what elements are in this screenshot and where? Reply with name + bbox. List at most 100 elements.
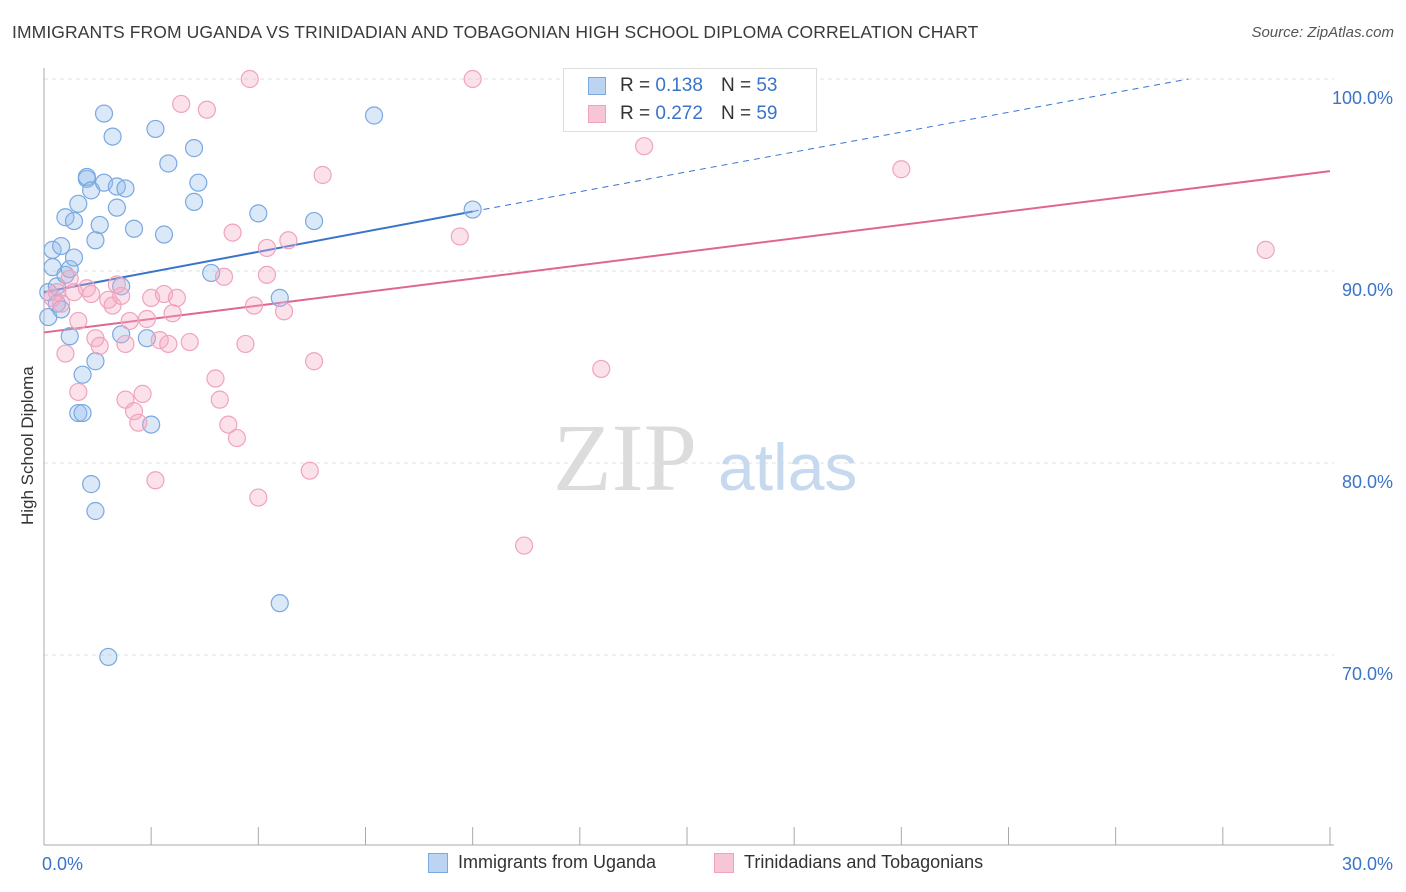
data-point-trinidad	[69, 382, 88, 402]
y-tick-label: 90.0%	[1342, 280, 1393, 300]
data-point-uganda	[463, 200, 482, 219]
swatch-uganda	[588, 77, 606, 95]
axes	[43, 68, 1334, 846]
data-point-uganda	[86, 352, 105, 371]
data-point-uganda	[60, 259, 79, 279]
data-point-trinidad	[69, 311, 88, 331]
data-point-uganda	[64, 211, 84, 231]
n-value: 53	[756, 75, 778, 96]
data-point-trinidad	[223, 223, 242, 242]
data-point-trinidad	[450, 227, 469, 246]
data-point-trinidad	[274, 302, 294, 321]
data-point-uganda	[189, 173, 208, 192]
r-label: R =	[620, 75, 651, 96]
y-tick-label: 80.0%	[1342, 472, 1393, 492]
data-point-trinidad	[124, 402, 144, 421]
data-point-trinidad	[1256, 240, 1275, 259]
trend-lines	[43, 78, 1331, 334]
data-point-uganda	[116, 179, 135, 198]
legend-label-uganda: Immigrants from Uganda	[458, 852, 657, 872]
data-point-uganda	[60, 327, 79, 346]
data-point-trinidad	[133, 384, 152, 403]
data-point-trinidad	[137, 309, 156, 329]
data-point-uganda	[82, 475, 101, 494]
x-tick-label: 30.0%	[1342, 854, 1393, 874]
data-point-uganda	[73, 403, 92, 423]
data-point-uganda	[184, 139, 204, 158]
data-point-trinidad	[172, 94, 191, 114]
r-value: 0.272	[655, 103, 703, 124]
x-tick-label: 0.0%	[42, 854, 83, 874]
data-point-trinidad	[304, 352, 324, 371]
trend-line-uganda	[43, 210, 473, 294]
source-label: Source: ZipAtlas.com	[1251, 24, 1394, 41]
data-point-uganda	[146, 119, 165, 139]
data-point-trinidad	[180, 332, 199, 352]
data-point-uganda	[86, 501, 105, 521]
data-point-uganda	[52, 236, 71, 256]
stats-row-uganda: R = 0.138 N = 53	[588, 73, 777, 99]
data-point-trinidad	[60, 269, 79, 288]
trend-line-extension	[472, 78, 1189, 212]
data-point-uganda	[77, 167, 96, 187]
data-point-uganda	[107, 198, 126, 217]
data-point-uganda	[103, 127, 122, 146]
data-point-trinidad	[313, 165, 332, 185]
stats-legend: R = 0.138 N = 53 R = 0.272 N = 59	[563, 68, 817, 132]
legend-swatch-trinidad	[714, 852, 734, 873]
n-value: 59	[756, 103, 778, 124]
data-point-trinidad	[592, 359, 611, 379]
data-point-trinidad	[257, 265, 277, 284]
data-point-trinidad	[515, 536, 534, 555]
data-point-trinidad	[90, 336, 109, 355]
data-point-trinidad	[236, 334, 255, 354]
data-point-trinidad	[107, 275, 126, 294]
data-point-trinidad	[892, 160, 911, 179]
data-points	[39, 69, 1275, 667]
data-point-uganda	[249, 204, 268, 223]
data-point-trinidad	[82, 284, 101, 304]
data-point-trinidad	[227, 428, 246, 448]
data-point-uganda	[99, 647, 118, 667]
legend-item-trinidad[interactable]: Trinidadians and Tobagonians	[714, 852, 983, 873]
data-point-uganda	[86, 231, 105, 250]
data-point-uganda	[73, 365, 92, 384]
data-point-uganda	[64, 248, 84, 267]
data-point-trinidad	[244, 296, 264, 315]
data-point-trinidad	[210, 390, 229, 409]
gridlines	[44, 78, 1334, 656]
data-point-uganda	[304, 211, 324, 231]
data-point-uganda	[159, 154, 178, 173]
stats-row-trinidad: R = 0.272 N = 59	[588, 101, 777, 127]
data-point-uganda	[270, 594, 289, 613]
data-point-trinidad	[463, 69, 482, 89]
tick-labels: 100.0% 90.0% 80.0% 70.0% 0.0% 30.0%	[42, 88, 1393, 874]
data-point-trinidad	[300, 461, 319, 480]
swatch-trinidad	[588, 105, 606, 123]
data-point-trinidad	[129, 413, 148, 432]
r-value: 0.138	[655, 75, 703, 96]
data-point-uganda	[270, 288, 289, 307]
data-point-trinidad	[56, 344, 75, 363]
data-point-trinidad	[52, 294, 71, 313]
trend-line-trinidad	[43, 170, 1331, 334]
data-point-uganda	[124, 219, 144, 238]
data-point-uganda	[184, 192, 204, 211]
data-point-trinidad	[219, 415, 238, 434]
data-point-uganda	[94, 104, 114, 123]
data-point-uganda	[69, 403, 88, 423]
y-tick-label: 70.0%	[1342, 664, 1393, 684]
data-point-trinidad	[112, 286, 131, 306]
legend-item-uganda[interactable]: Immigrants from Uganda	[428, 852, 656, 873]
data-point-trinidad	[116, 334, 135, 354]
data-point-uganda	[112, 325, 131, 344]
data-point-trinidad	[159, 334, 178, 354]
data-point-trinidad	[279, 231, 298, 250]
data-point-uganda	[56, 208, 75, 227]
data-point-uganda	[154, 225, 174, 244]
data-point-trinidad	[249, 488, 268, 507]
r-label: R =	[620, 103, 651, 124]
n-label: N =	[720, 103, 752, 124]
data-point-trinidad	[197, 100, 216, 119]
